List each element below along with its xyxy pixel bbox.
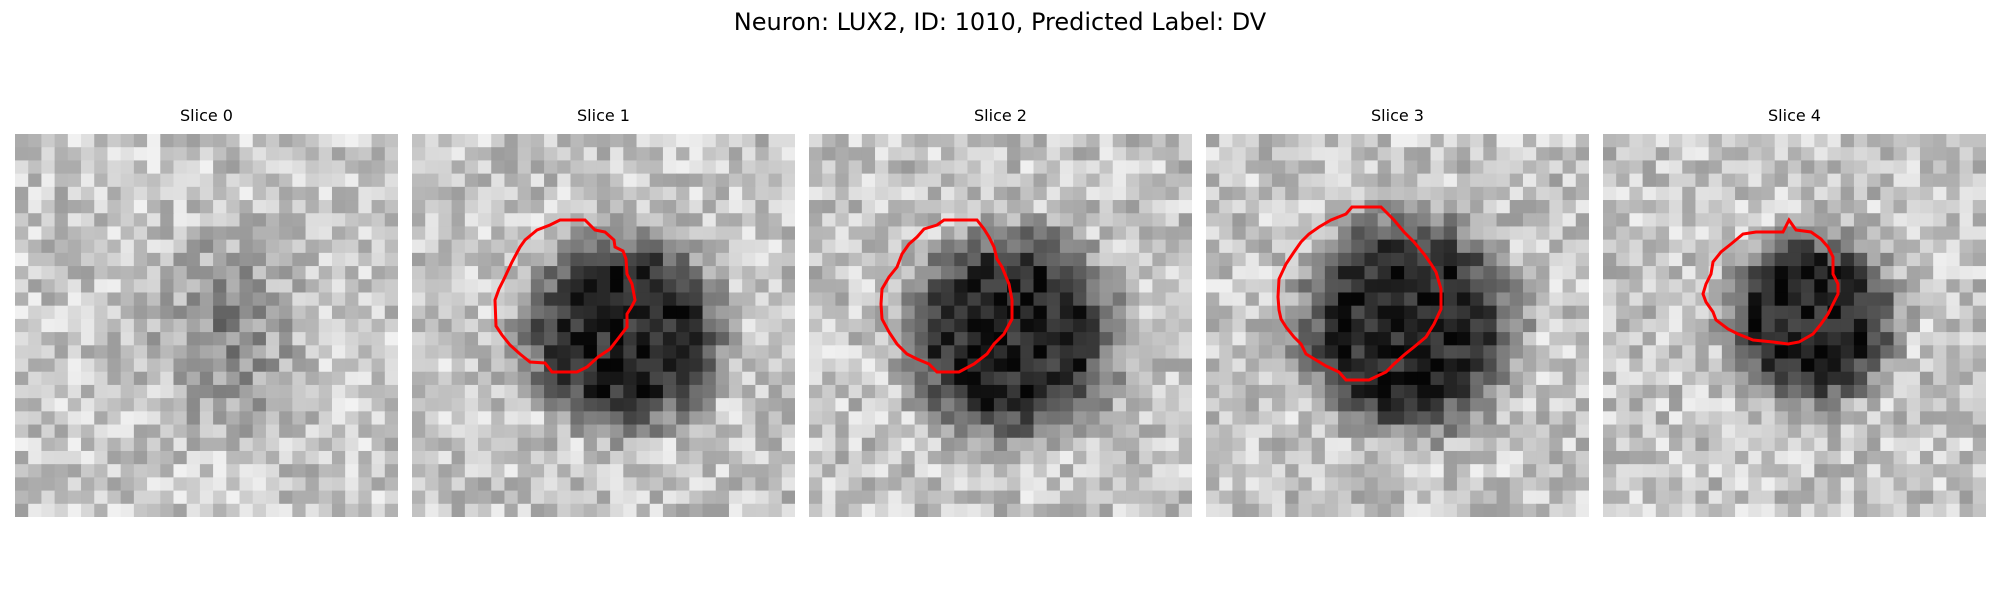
slice-image-4 bbox=[1603, 134, 1986, 517]
slice-title: Slice 4 bbox=[1768, 106, 1821, 125]
slice-title: Slice 1 bbox=[577, 106, 630, 125]
contour-outline bbox=[1701, 217, 1840, 346]
slice-panel-4: Slice 4 bbox=[1603, 106, 1986, 526]
slice-image-1 bbox=[412, 134, 795, 517]
slice-title: Slice 0 bbox=[180, 106, 233, 125]
slice-panel-2: Slice 2 bbox=[809, 106, 1192, 526]
slice-title: Slice 3 bbox=[1371, 106, 1424, 125]
slice-title: Slice 2 bbox=[974, 106, 1027, 125]
slice-image-0 bbox=[15, 134, 398, 517]
contour-outline bbox=[879, 218, 1014, 374]
slice-panel-3: Slice 3 bbox=[1206, 106, 1589, 526]
contour-outline bbox=[1276, 205, 1443, 382]
contour-outline bbox=[493, 218, 637, 374]
slice-image-3 bbox=[1206, 134, 1589, 517]
slice-panel-0: Slice 0 bbox=[15, 106, 398, 526]
slice-image-2 bbox=[809, 134, 1192, 517]
slice-panel-1: Slice 1 bbox=[412, 106, 795, 526]
figure-title: Neuron: LUX2, ID: 1010, Predicted Label:… bbox=[733, 8, 1267, 36]
